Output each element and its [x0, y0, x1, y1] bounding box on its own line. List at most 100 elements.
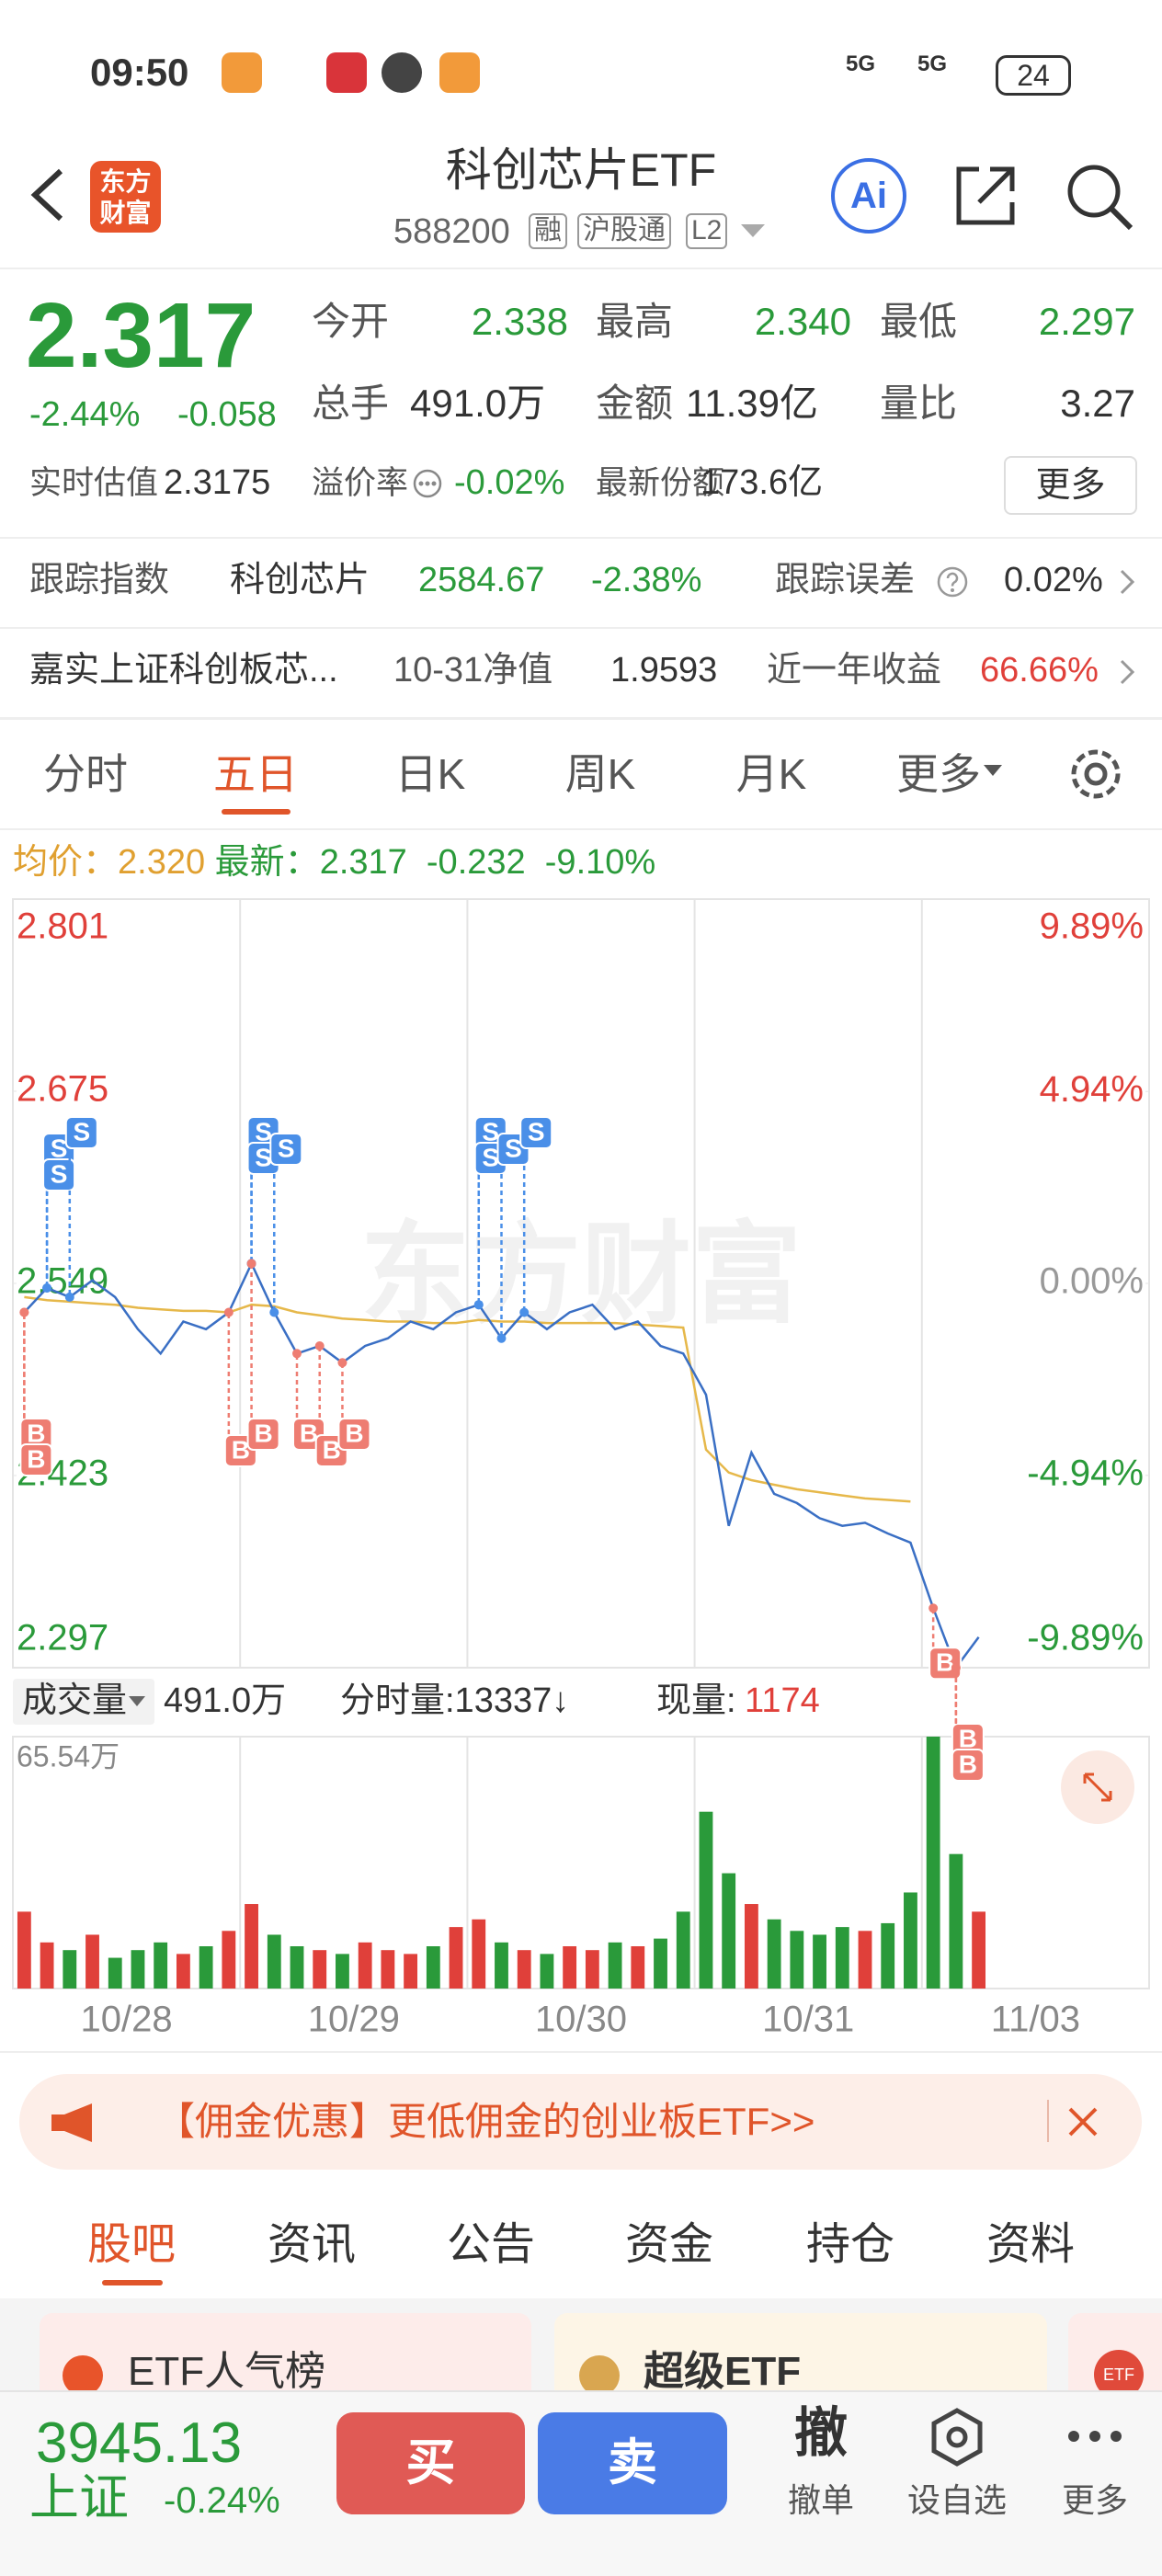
card-icon: [579, 2355, 620, 2396]
card[interactable]: [40, 2313, 531, 2405]
watchlist-label[interactable]: 设自选: [906, 2481, 1007, 2519]
badge: 沪股通: [577, 213, 671, 249]
stat-value: 2.297: [1038, 300, 1135, 343]
x-tick-label: 10/30: [535, 2000, 627, 2040]
tab[interactable]: 周K: [564, 750, 636, 798]
marker-label: B: [300, 1419, 318, 1447]
divider: [0, 717, 1162, 720]
marker-label: B: [345, 1419, 363, 1447]
volume-tick-label: 65.54万: [17, 1739, 120, 1772]
volume-bar: [972, 1911, 986, 1989]
help-icon[interactable]: [936, 565, 969, 598]
premium: -0.02%: [454, 463, 565, 502]
volume-bar: [540, 1954, 554, 1989]
card[interactable]: [554, 2313, 1047, 2405]
tab-active[interactable]: 股吧: [86, 2220, 176, 2269]
card-icon: [63, 2355, 103, 2396]
tab[interactable]: 资讯: [267, 2220, 356, 2269]
card-title[interactable]: 超级ETF: [644, 2349, 802, 2394]
index-name[interactable]: 上证: [29, 2470, 129, 2525]
tab[interactable]: 资料: [985, 2220, 1075, 2269]
volume-selector[interactable]: [13, 1679, 154, 1725]
back-button[interactable]: [26, 165, 70, 224]
volume-bar: [699, 1811, 713, 1989]
last-price: 2.317: [26, 284, 256, 387]
more-label[interactable]: 更多: [1061, 2481, 1128, 2519]
battery: 24: [996, 55, 1071, 96]
card-title[interactable]: ETF人气榜: [128, 2349, 326, 2394]
tab[interactable]: 分时: [43, 750, 128, 798]
y-tick-label: 2.297: [17, 1618, 108, 1658]
expand-button[interactable]: [1061, 1750, 1134, 1824]
info-icon[interactable]: [412, 468, 443, 499]
tab[interactable]: 公告: [446, 2220, 535, 2269]
sell-button[interactable]: 卖: [538, 2412, 727, 2514]
settings-button[interactable]: [1066, 745, 1125, 804]
volume-bar: [154, 1942, 168, 1989]
latest-change-pct: -9.10%: [544, 843, 656, 882]
marker-label: S: [255, 1117, 272, 1146]
app-icon: [439, 52, 480, 93]
marker-dot: [928, 1603, 939, 1613]
chevron[interactable]: [1118, 568, 1136, 596]
divider: [0, 627, 1162, 629]
dropdown-arrow: [129, 1696, 145, 1706]
marker-label: S: [482, 1143, 499, 1171]
stat-value: 491.0万: [410, 382, 546, 425]
marker-dot: [223, 1307, 234, 1317]
dropdown-arrow[interactable]: [741, 224, 765, 239]
index-value: 2584.67: [418, 561, 545, 599]
tab[interactable]: 更多: [896, 750, 981, 798]
volume-bar: [40, 1942, 54, 1989]
volume-bar: [676, 1911, 690, 1989]
chevron[interactable]: [1118, 658, 1136, 686]
change-pct: -2.44%: [29, 395, 141, 434]
more-button[interactable]: 更多: [1004, 456, 1137, 515]
share-button[interactable]: [951, 162, 1020, 230]
divider: [0, 828, 1162, 830]
network-label: 5G: [846, 51, 876, 76]
volume-bar: [813, 1934, 826, 1989]
volume-bar: [495, 1942, 508, 1989]
marker-label: B: [254, 1419, 272, 1447]
volume-bar: [313, 1950, 327, 1989]
tracking-error: 0.02%: [1004, 561, 1103, 599]
change: -0.058: [177, 395, 277, 434]
status-time: 09:50: [90, 51, 189, 94]
promo-banner[interactable]: [19, 2074, 1142, 2170]
current-volume: 1174: [745, 1681, 820, 1720]
tab-active[interactable]: 五日: [213, 750, 298, 798]
buy-button[interactable]: 买: [336, 2412, 525, 2514]
volume-bar: [904, 1892, 917, 1989]
search-button[interactable]: [1063, 160, 1134, 232]
marker-label: B: [232, 1435, 250, 1464]
error-label: 跟踪误差: [775, 561, 916, 599]
stat-label: 总手: [312, 382, 390, 425]
banner-text[interactable]: 【佣金优惠】更低佣金的创业板ETF>>: [156, 2100, 815, 2143]
tab-underline: [102, 2280, 163, 2285]
stat-value: 2.340: [754, 300, 851, 343]
volume-bar: [449, 1927, 463, 1989]
tab[interactable]: 资金: [624, 2220, 713, 2269]
volume-bar: [926, 1737, 940, 1989]
volume-bar: [472, 1919, 486, 1989]
volume-bar: [631, 1946, 645, 1989]
index-value[interactable]: 3945.13: [36, 2411, 243, 2475]
volume-bar: [949, 1853, 963, 1989]
volume-label[interactable]: 成交量: [22, 1681, 128, 1720]
close-button[interactable]: [1066, 2105, 1099, 2138]
cancel-icon[interactable]: 撤: [793, 2403, 848, 2463]
tab[interactable]: 日K: [394, 750, 466, 798]
tab[interactable]: 月K: [735, 750, 807, 798]
stat-label: 最高: [596, 300, 674, 343]
volume-bar: [404, 1954, 418, 1989]
y-tick-label: 2.675: [17, 1069, 108, 1110]
tab[interactable]: 持仓: [805, 2220, 894, 2269]
more-icon[interactable]: [1066, 2427, 1123, 2445]
avg-label: 均价：: [13, 843, 119, 882]
watchlist-icon[interactable]: [927, 2407, 987, 2468]
cancel-label[interactable]: 撤单: [787, 2481, 854, 2519]
line-series: [24, 1295, 911, 1503]
fund-name: 嘉实上证科创板芯...: [29, 651, 338, 690]
ai-button[interactable]: Ai: [831, 158, 906, 234]
